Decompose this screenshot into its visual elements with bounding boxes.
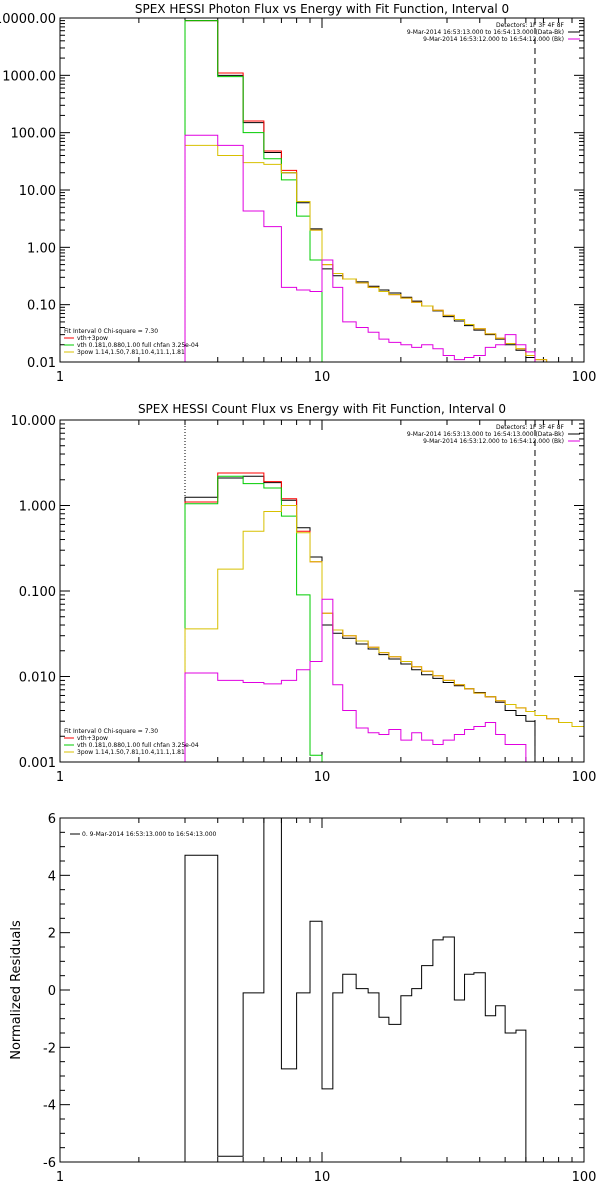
legend-topright-text: 9-Mar-2014 16:53:13.000 to 16:54:13.000 …: [407, 431, 564, 438]
series-line-1: [184, 20, 584, 362]
y-tick-label: 1000.00: [2, 69, 56, 84]
legend-topright-text: Detectors: 1F 3F 4F 8F: [496, 22, 565, 29]
y-tick-label: 0: [48, 984, 56, 999]
x-tick-label: 1: [56, 770, 64, 785]
legend-topleft-text: 0. 9-Mar-2014 16:53:13.000 to 16:54:13.0…: [82, 831, 217, 838]
legend-topright-text: 9-Mar-2014 16:53:12.000 to 16:54:12.000 …: [423, 36, 564, 43]
y-tick-label: 4: [48, 869, 56, 884]
y-tick-label: 10.00: [19, 184, 56, 199]
legend-bottomleft-text: Fit Interval 0 Chi-square = 7.30: [64, 328, 158, 335]
y-tick-label: 0.100: [19, 585, 56, 600]
series-line-2: [184, 20, 333, 362]
x-tick-label: 10: [314, 370, 331, 385]
series-line-0: [184, 475, 536, 762]
legend-bottomleft-text: Fit Interval 0 Chi-square = 7.30: [64, 728, 158, 735]
chart-panel-0: [59, 17, 585, 363]
legend-bottomleft-text: vth+3pow: [77, 735, 108, 742]
x-tick-label: 1: [56, 1170, 64, 1185]
y-tick-label: -6: [43, 1156, 56, 1171]
chart-panel-1: [59, 419, 585, 763]
x-tick-label: 100: [572, 770, 597, 785]
plot-area: [184, 420, 584, 762]
plot-frame: [59, 419, 585, 763]
y-tick-label: -4: [43, 1099, 56, 1114]
series-line-2: [184, 475, 323, 762]
y-tick-label: 1.000: [19, 500, 56, 515]
legend-topright-text: 9-Mar-2014 16:53:13.000 to 16:54:13.000 …: [407, 29, 564, 36]
series-line-3: [184, 144, 584, 362]
legend-bottomleft-text: 3pow 1.14,1.50,7.81,10.4,11.1,1.81: [77, 349, 185, 356]
y-tick-label: 0.010: [19, 671, 56, 686]
legend-bottomleft-text: vth 0.181,0.880,1.00 full chfan 3.25e-04: [77, 342, 199, 349]
legend-bottomleft-text: vth+3pow: [77, 335, 108, 342]
y-tick-label: 10000.00: [0, 12, 56, 27]
y-axis-label: Normalized Residuals: [9, 920, 24, 1060]
series-line-4: [184, 598, 535, 762]
y-tick-label: 1.00: [27, 241, 56, 256]
y-tick-label: 0.001: [19, 756, 56, 771]
plot-area: [184, 18, 584, 362]
x-tick-label: 1: [56, 370, 64, 385]
chart-title: SPEX HESSI Photon Flux vs Energy with Fi…: [135, 2, 509, 16]
y-tick-label: -2: [43, 1041, 56, 1056]
y-tick-label: 0.10: [27, 299, 56, 314]
y-tick-label: 0.01: [27, 356, 56, 371]
series-line-4: [184, 134, 536, 362]
legend-topright-text: 9-Mar-2014 16:53:12.000 to 16:54:12.000 …: [423, 438, 564, 445]
series-line-0: [184, 20, 536, 362]
plot-frame: [59, 17, 585, 363]
x-tick-label: 100: [572, 1170, 597, 1185]
plot-area: [184, 818, 535, 1162]
legend-bottomleft-text: 3pow 1.14,1.50,7.81,10.4,11.1,1.81: [77, 749, 185, 756]
series-line-0: [184, 818, 535, 1162]
legend-topright-text: Detectors: 1F 3F 4F 8F: [496, 424, 565, 431]
y-tick-label: 10.000: [11, 414, 57, 429]
x-tick-label: 10: [314, 770, 331, 785]
chart-panel-2: [59, 817, 585, 1163]
series-line-3: [184, 505, 584, 762]
plot-frame: [59, 817, 585, 1163]
y-tick-label: 100.00: [11, 127, 57, 142]
x-tick-label: 100: [572, 370, 597, 385]
legend-bottomleft-text: vth 0.181,0.880,1.00 full chfan 3.25e-04: [77, 742, 199, 749]
x-tick-label: 10: [314, 1170, 331, 1185]
y-tick-label: 6: [48, 812, 56, 827]
series-line-1: [184, 472, 584, 762]
chart-title: SPEX HESSI Count Flux vs Energy with Fit…: [138, 402, 506, 416]
y-tick-label: 2: [48, 927, 56, 942]
